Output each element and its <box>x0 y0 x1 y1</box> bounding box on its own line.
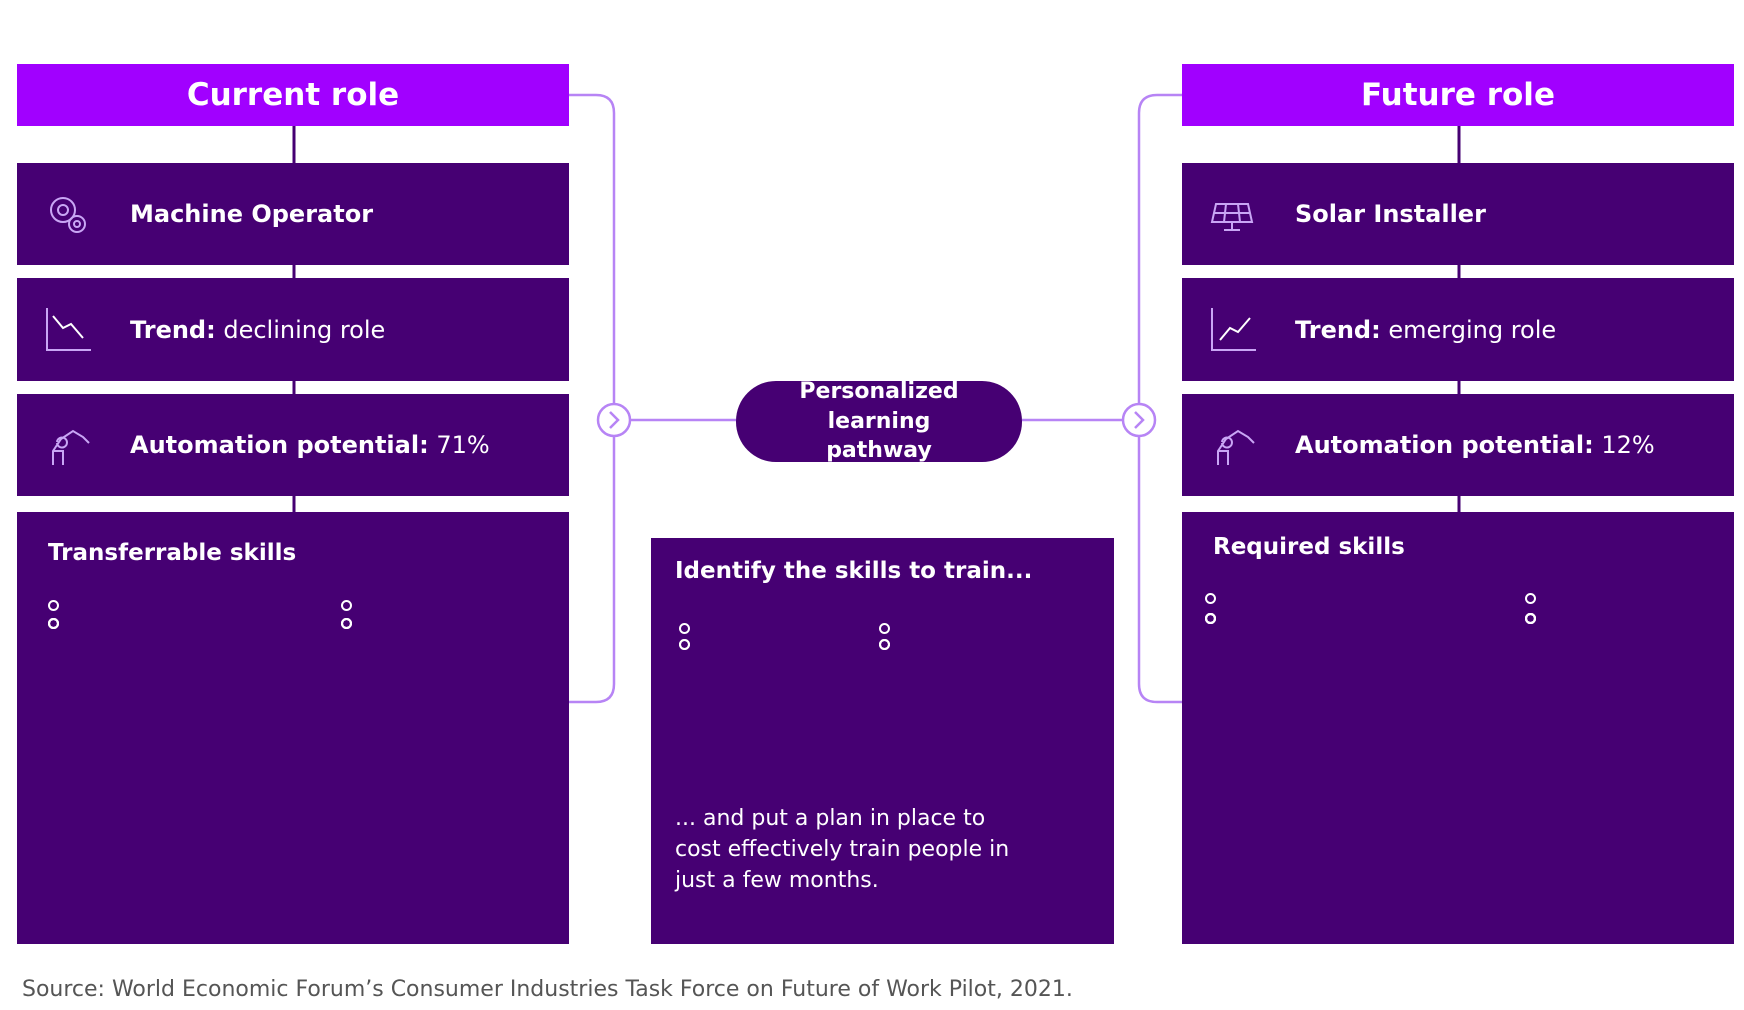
automation-value: 71% <box>436 431 490 459</box>
automation: Automation potential: 71% <box>130 431 490 459</box>
job-title: Machine Operator <box>130 200 373 228</box>
center-box: Identify the skills to train... ... and … <box>651 538 1114 944</box>
role-header: Current role <box>17 64 569 126</box>
skills-column <box>48 592 318 629</box>
skills-box: Required skills <box>1182 512 1734 944</box>
skills-column <box>1525 585 1744 624</box>
arrow <box>1134 411 1145 429</box>
job-title: Solar Installer <box>1295 200 1486 228</box>
arrow <box>609 411 620 429</box>
job-box: Solar Installer <box>1182 163 1734 265</box>
trend-value: emerging role <box>1388 315 1557 344</box>
trend-value: declining role <box>223 315 386 344</box>
header-text: Current role <box>186 77 400 113</box>
source: Source: World Economic Forum’s Consumer … <box>22 977 1073 1002</box>
left-bracket <box>569 93 616 704</box>
skills-box: Transferrable skills <box>17 512 569 944</box>
skills-column <box>341 592 611 629</box>
automation: Automation potential: 12% <box>1295 431 1655 459</box>
job-box: Machine Operator <box>17 163 569 265</box>
trend-box: Trend: emerging role <box>1182 278 1734 381</box>
automation-label: Automation potential: <box>130 431 429 459</box>
skills-column <box>679 615 829 650</box>
job: Machine Operator <box>130 200 374 228</box>
role-header: Future role <box>1182 64 1734 126</box>
trend-box: Trend: declining role <box>17 278 569 381</box>
trend-label: Trend: <box>130 315 216 344</box>
trend: Trend: declining role <box>130 316 385 344</box>
pathway-pill: Personalized learning pathway <box>736 379 1022 463</box>
automation-box: Automation potential: 71% <box>17 394 569 496</box>
skills-title: Required skills <box>1213 534 1405 560</box>
skills-column <box>879 615 1029 650</box>
pathway-label: Personalized learning pathway <box>799 378 959 464</box>
right-bracket <box>1137 93 1182 704</box>
automation-label: Automation potential: <box>1295 431 1594 459</box>
automation-box: Automation potential: 12% <box>1182 394 1734 496</box>
skills-column <box>1205 585 1515 624</box>
automation-value: 12% <box>1601 431 1655 459</box>
trend: Trend: emerging role <box>1295 316 1556 344</box>
center-note: ... and put a plan in place to cost effe… <box>675 806 1010 893</box>
skills-title: Transferrable skills <box>48 540 297 566</box>
arrow-circle <box>1121 402 1157 438</box>
center-title: Identify the skills to train... <box>675 558 1033 584</box>
header-text: Future role <box>1361 77 1555 113</box>
job: Solar Installer <box>1295 200 1486 228</box>
arrow-circle <box>596 402 632 438</box>
trend-label: Trend: <box>1295 315 1381 344</box>
